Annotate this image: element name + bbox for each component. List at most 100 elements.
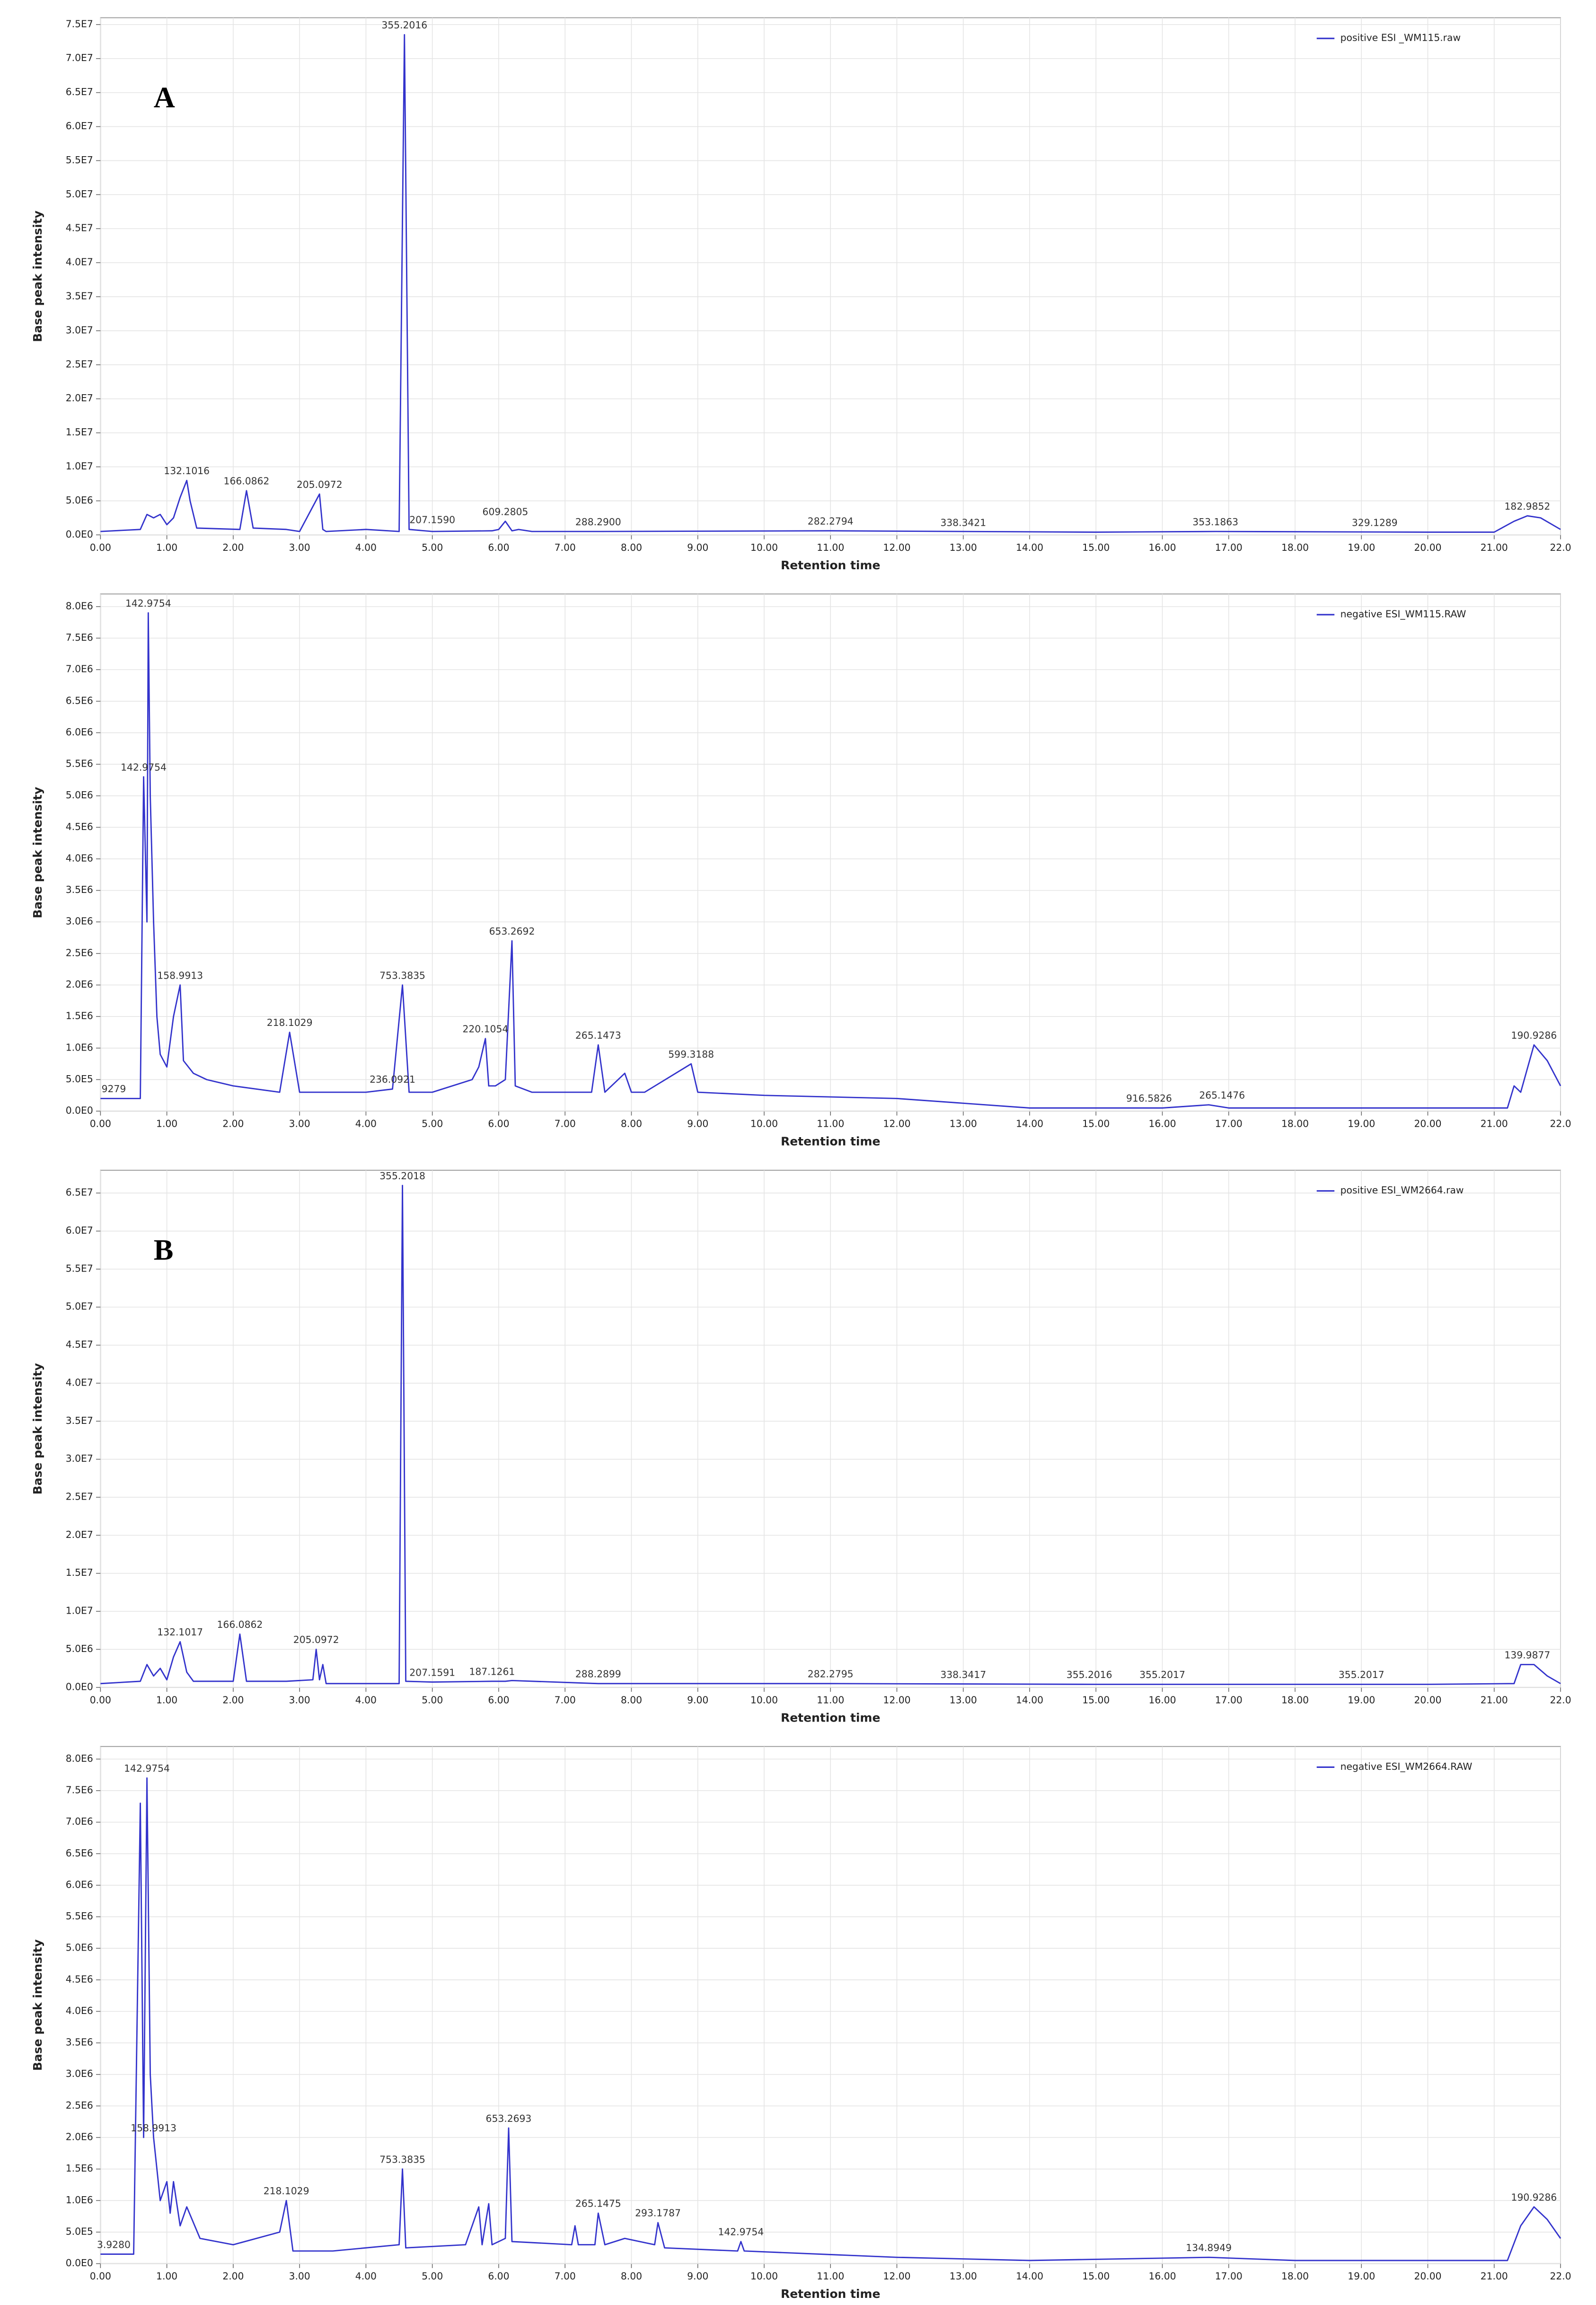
x-tick-label: 0.00 bbox=[90, 1694, 111, 1705]
x-tick-label: 15.00 bbox=[1082, 1118, 1110, 1130]
x-tick-label: 5.00 bbox=[422, 1118, 443, 1130]
y-axis-label: Base peak intensity bbox=[31, 787, 44, 918]
y-tick-label: 6.5E6 bbox=[66, 695, 93, 706]
x-tick-label: 9.00 bbox=[687, 1694, 708, 1705]
x-tick-label: 4.00 bbox=[355, 1118, 377, 1130]
peak-annotation: 205.0972 bbox=[297, 479, 343, 490]
x-tick-label: 12.00 bbox=[883, 1694, 910, 1705]
x-tick-label: 15.00 bbox=[1082, 542, 1110, 553]
x-tick-label: 16.00 bbox=[1148, 542, 1176, 553]
peak-annotation: 207.1591 bbox=[409, 1667, 455, 1678]
x-tick-label: 7.00 bbox=[555, 542, 576, 553]
peak-annotation: 142.9754 bbox=[124, 1763, 170, 1774]
x-tick-label: 8.00 bbox=[621, 1118, 642, 1130]
x-tick-label: 19.00 bbox=[1348, 2270, 1375, 2282]
x-tick-label: 2.00 bbox=[222, 2270, 244, 2282]
x-tick-label: 16.00 bbox=[1148, 1694, 1176, 1705]
y-tick-label: 1.5E6 bbox=[66, 1010, 93, 1022]
y-tick-label: 7.5E6 bbox=[66, 1784, 93, 1796]
peak-annotation: 265.1473 bbox=[575, 1030, 621, 1041]
peak-annotation: 265.1476 bbox=[1199, 1090, 1245, 1101]
x-tick-label: 10.00 bbox=[750, 1694, 778, 1705]
x-tick-label: 8.00 bbox=[621, 2270, 642, 2282]
peak-annotation: 338.3417 bbox=[940, 1669, 986, 1680]
y-tick-label: 1.5E7 bbox=[66, 1567, 93, 1578]
x-tick-label: 5.00 bbox=[422, 542, 443, 553]
peak-annotation: 142.9754 bbox=[121, 761, 167, 773]
peak-annotation: 142.9754 bbox=[718, 2226, 764, 2238]
peak-annotation: 9279 bbox=[102, 1083, 126, 1095]
peak-annotation: 220.1054 bbox=[462, 1024, 508, 1035]
y-tick-label: 6.5E6 bbox=[66, 1847, 93, 1859]
x-tick-label: 5.00 bbox=[422, 1694, 443, 1705]
x-tick-label: 3.00 bbox=[289, 542, 310, 553]
x-tick-label: 20.00 bbox=[1414, 1118, 1441, 1130]
x-tick-label: 1.00 bbox=[156, 2270, 177, 2282]
y-tick-label: 3.5E6 bbox=[66, 884, 93, 895]
y-tick-label: 5.0E5 bbox=[66, 2226, 93, 2237]
y-tick-label: 4.0E7 bbox=[66, 1377, 93, 1388]
x-tick-label: 22.0 bbox=[1550, 542, 1571, 553]
x-tick-label: 14.00 bbox=[1016, 542, 1043, 553]
y-tick-label: 4.5E6 bbox=[66, 1973, 93, 1985]
peak-annotation: 355.2017 bbox=[1139, 1669, 1185, 1680]
chromatogram-line bbox=[100, 612, 1561, 1109]
peak-annotation: 158.9913 bbox=[157, 970, 203, 981]
chromatogram-line bbox=[100, 34, 1561, 533]
x-tick-label: 12.00 bbox=[883, 542, 910, 553]
x-tick-label: 12.00 bbox=[883, 2270, 910, 2282]
y-tick-label: 6.5E7 bbox=[66, 86, 93, 97]
x-tick-label: 17.00 bbox=[1215, 1694, 1243, 1705]
x-tick-label: 2.00 bbox=[222, 1694, 244, 1705]
peak-annotation: 355.2018 bbox=[379, 1170, 425, 1182]
y-axis-label: Base peak intensity bbox=[31, 1363, 44, 1494]
x-axis-label: Retention time bbox=[781, 558, 880, 572]
peak-annotation: 355.2016 bbox=[1067, 1669, 1112, 1680]
y-tick-label: 5.0E5 bbox=[66, 1073, 93, 1085]
y-tick-label: 7.5E6 bbox=[66, 632, 93, 643]
peak-annotation: 236.0921 bbox=[370, 1074, 415, 1085]
x-tick-label: 6.00 bbox=[488, 2270, 509, 2282]
y-tick-label: 8.0E6 bbox=[66, 1753, 93, 1764]
x-tick-label: 21.00 bbox=[1481, 1118, 1508, 1130]
x-tick-label: 14.00 bbox=[1016, 1694, 1043, 1705]
peak-annotation: 139.9877 bbox=[1505, 1649, 1551, 1660]
x-tick-label: 15.00 bbox=[1082, 1694, 1110, 1705]
y-tick-label: 7.0E7 bbox=[66, 52, 93, 63]
y-tick-label: 8.0E6 bbox=[66, 600, 93, 611]
y-tick-label: 6.0E6 bbox=[66, 1879, 93, 1890]
x-tick-label: 6.00 bbox=[488, 1694, 509, 1705]
x-tick-label: 0.00 bbox=[90, 1118, 111, 1130]
x-tick-label: 18.00 bbox=[1281, 542, 1309, 553]
peak-annotation: 329.1289 bbox=[1352, 517, 1398, 528]
peak-annotation: 132.1016 bbox=[164, 465, 210, 477]
y-tick-label: 3.0E6 bbox=[66, 2068, 93, 2079]
peak-annotation: 293.1787 bbox=[635, 2208, 681, 2219]
y-tick-label: 3.0E7 bbox=[66, 1453, 93, 1464]
peak-annotation: 132.1017 bbox=[157, 1626, 203, 1638]
y-tick-label: 1.5E6 bbox=[66, 2163, 93, 2174]
x-tick-label: 18.00 bbox=[1281, 1694, 1309, 1705]
x-tick-label: 17.00 bbox=[1215, 542, 1243, 553]
y-tick-label: 2.0E7 bbox=[66, 392, 93, 404]
peak-annotation: 142.9754 bbox=[125, 598, 171, 609]
x-tick-label: 9.00 bbox=[687, 1118, 708, 1130]
peak-annotation: 190.9286 bbox=[1511, 1030, 1557, 1041]
peak-annotation: 134.8949 bbox=[1186, 2242, 1232, 2253]
peak-annotation: 158.9913 bbox=[131, 2122, 176, 2134]
legend-label: negative ESI_WM115.RAW bbox=[1340, 608, 1466, 619]
x-tick-label: 13.00 bbox=[950, 542, 977, 553]
x-axis-label: Retention time bbox=[781, 1135, 880, 1148]
x-tick-label: 22.0 bbox=[1550, 2270, 1571, 2282]
peak-annotation: 218.1029 bbox=[267, 1017, 313, 1028]
x-tick-label: 17.00 bbox=[1215, 1118, 1243, 1130]
y-tick-label: 6.0E6 bbox=[66, 726, 93, 738]
peak-annotation: 205.0972 bbox=[293, 1634, 339, 1645]
x-tick-label: 9.00 bbox=[687, 2270, 708, 2282]
x-tick-label: 1.00 bbox=[156, 1118, 177, 1130]
y-tick-label: 3.0E7 bbox=[66, 324, 93, 336]
peak-annotation: 282.2795 bbox=[808, 1669, 854, 1680]
y-tick-label: 1.5E7 bbox=[66, 426, 93, 438]
x-tick-label: 16.00 bbox=[1148, 2270, 1176, 2282]
peak-annotation: 288.2899 bbox=[575, 1669, 621, 1680]
